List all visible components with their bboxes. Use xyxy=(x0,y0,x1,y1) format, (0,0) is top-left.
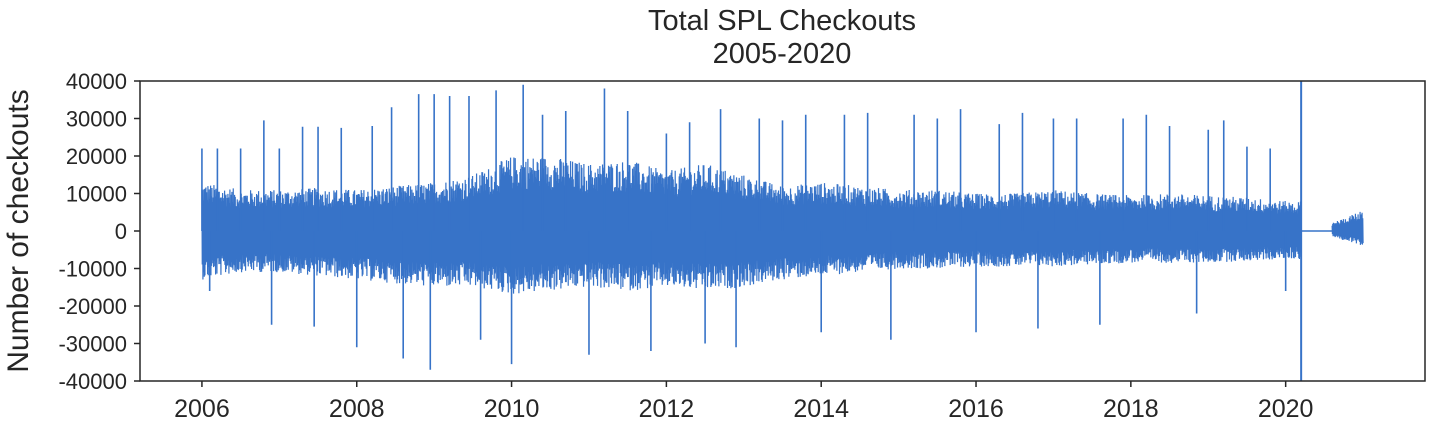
y-tick-label: -20000 xyxy=(58,294,127,319)
y-tick-label: 10000 xyxy=(66,182,127,207)
chart-title: Total SPL Checkouts xyxy=(648,5,916,37)
x-tick-label: 2014 xyxy=(793,395,849,423)
plot-area: -40000 -30000 -20000 -10000 0 10000 20000 30000… xyxy=(58,69,1426,423)
x-tick-label: 2008 xyxy=(329,395,385,423)
series-line-post xyxy=(1331,211,1364,245)
x-tick-label: 2016 xyxy=(948,395,1004,423)
series-line xyxy=(201,157,1302,294)
y-tick-label: -40000 xyxy=(58,369,127,394)
y-tick-label: 40000 xyxy=(66,69,127,94)
x-tick-label: 2006 xyxy=(174,395,230,423)
x-tick-label: 2020 xyxy=(1258,395,1314,423)
y-tick-label: -10000 xyxy=(58,257,127,282)
x-tick-label: 2010 xyxy=(484,395,540,423)
x-tick-label: 2018 xyxy=(1103,395,1159,423)
x-tick-label: 2012 xyxy=(639,395,695,423)
y-tick-label: 30000 xyxy=(66,107,127,132)
y-axis-label: Number of checkouts xyxy=(2,89,35,372)
y-tick-label: 0 xyxy=(115,219,127,244)
y-tick-label: -30000 xyxy=(58,332,127,357)
chart-subtitle: 2005-2020 xyxy=(713,38,852,70)
y-tick-label: 20000 xyxy=(66,144,127,169)
